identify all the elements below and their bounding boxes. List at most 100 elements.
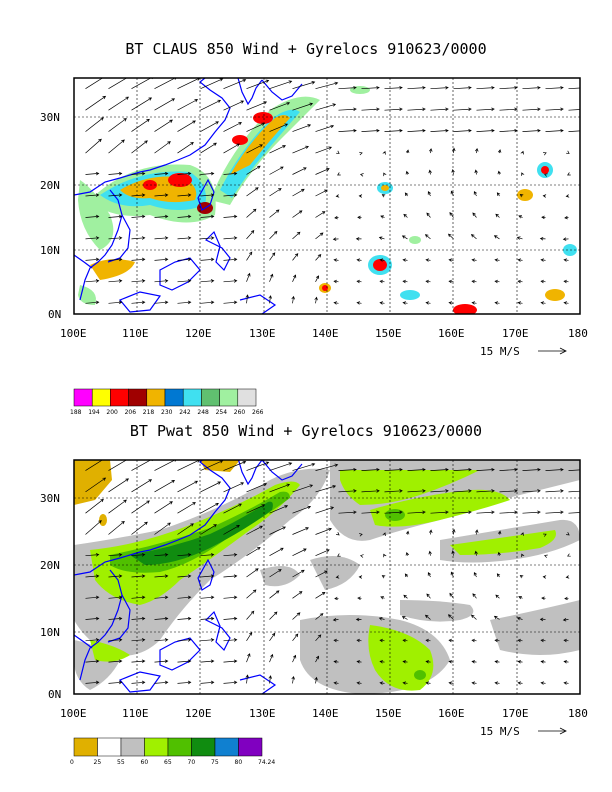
- wind-arrow: [85, 95, 107, 111]
- wind-arrow: [108, 460, 130, 471]
- wind-arrow: [200, 300, 215, 305]
- wind-arrow: [154, 119, 173, 132]
- wind-arrow: [108, 595, 123, 600]
- wind-arrow: [200, 659, 215, 663]
- wind-arrow: [402, 681, 408, 685]
- wind-arrow: [568, 512, 580, 514]
- wind-arrow: [496, 192, 501, 197]
- wind-arrow: [269, 526, 286, 535]
- lat-label: 20N: [40, 559, 60, 572]
- lon-label: 110E: [122, 707, 149, 720]
- wind-arrow: [471, 258, 477, 262]
- wind-arrow: [407, 489, 426, 493]
- wind-arrow: [542, 575, 547, 579]
- wind-arrow: [268, 295, 272, 304]
- wind-arrow: [200, 481, 222, 493]
- wind-arrow: [154, 501, 173, 514]
- wind-arrow: [292, 654, 297, 663]
- wind-arrow: [540, 638, 546, 643]
- wind-arrow: [497, 530, 502, 535]
- wind-arrow: [246, 547, 261, 556]
- wind-arrow: [335, 575, 340, 579]
- wind-arrow: [475, 529, 479, 535]
- bottom-map-title: BT Pwat 850 Wind + Gyrelocs 910623/0000: [129, 422, 483, 440]
- wind-arrow: [336, 532, 340, 536]
- wind-arrow: [223, 460, 247, 471]
- reference-vector-label: 15 M/S: [480, 725, 520, 738]
- wind-arrow: [453, 128, 472, 133]
- colorbar-swatch: [191, 737, 216, 757]
- wind-arrow: [108, 300, 123, 305]
- lon-label: 130E: [249, 327, 276, 340]
- wind-arrow: [517, 279, 523, 284]
- wind-arrow: [291, 295, 295, 304]
- colorbar-label: 260: [234, 409, 246, 416]
- wind-arrow: [405, 551, 410, 556]
- wind-arrow: [359, 554, 364, 558]
- wind-arrow: [85, 300, 100, 305]
- wind-arrow: [315, 506, 335, 514]
- wind-arrow: [338, 86, 357, 90]
- wind-arrow: [246, 631, 253, 641]
- wind-arrow: [131, 574, 146, 578]
- wind-arrow: [473, 190, 477, 197]
- wind-arrow: [521, 172, 525, 176]
- wind-arrow: [177, 680, 192, 685]
- wind-arrow: [521, 553, 525, 558]
- map-frame: [73, 459, 581, 695]
- wind-arrow: [108, 78, 130, 90]
- wind-arrow: [401, 616, 408, 620]
- wind-arrow: [402, 660, 408, 664]
- wind-arrow: [177, 99, 199, 111]
- lat-label: 20N: [40, 179, 60, 192]
- wind-arrow: [200, 236, 215, 240]
- wind-arrow: [85, 236, 100, 240]
- wind-arrow: [449, 212, 454, 218]
- wind-arrow: [200, 279, 215, 283]
- wind-arrow: [380, 215, 385, 219]
- wind-arrow: [474, 550, 478, 556]
- wind-arrow: [246, 589, 257, 599]
- wind-arrow: [470, 234, 477, 240]
- wind-arrow: [425, 258, 431, 262]
- wind-arrow: [379, 638, 385, 643]
- wind-arrow: [315, 253, 322, 261]
- wind-arrow: [131, 595, 146, 600]
- wind-arrow: [177, 460, 200, 471]
- colorbar-swatch: [73, 737, 98, 757]
- wind-arrow: [108, 193, 123, 197]
- wind-arrow: [356, 279, 362, 284]
- wind-arrow: [402, 301, 408, 305]
- wind-arrow: [154, 236, 169, 240]
- wind-arrow: [453, 467, 472, 472]
- wind-arrow: [223, 300, 238, 305]
- wind-arrow: [108, 553, 123, 557]
- wind-arrow: [545, 86, 564, 90]
- lat-label: 10N: [40, 626, 60, 639]
- wind-arrow: [246, 79, 270, 90]
- wind-arrow: [494, 301, 500, 305]
- colorbar-label: 188: [70, 409, 82, 416]
- wind-arrow: [403, 594, 408, 599]
- wind-arrow: [245, 674, 249, 684]
- colorbar-swatch: [214, 737, 239, 757]
- wind-arrow: [154, 460, 177, 471]
- wind-arrow: [382, 150, 386, 155]
- colorbar-swatch: [167, 737, 192, 757]
- wind-arrow: [292, 167, 307, 175]
- wind-arrow: [426, 593, 431, 599]
- wind-arrow: [355, 237, 362, 241]
- wind-arrow: [448, 279, 454, 284]
- wind-arrow: [269, 123, 289, 132]
- wind-arrow: [200, 553, 215, 557]
- wind-arrow: [359, 173, 364, 177]
- wind-arrow: [429, 148, 433, 154]
- wind-arrow: [223, 574, 238, 578]
- wind-arrow: [383, 172, 387, 177]
- wind-arrow: [474, 169, 478, 175]
- colorbar-label: 75: [211, 759, 219, 766]
- wind-arrow: [177, 300, 192, 305]
- wind-arrow: [333, 279, 339, 284]
- lat-label: 10N: [40, 244, 60, 257]
- wind-arrow: [522, 128, 541, 133]
